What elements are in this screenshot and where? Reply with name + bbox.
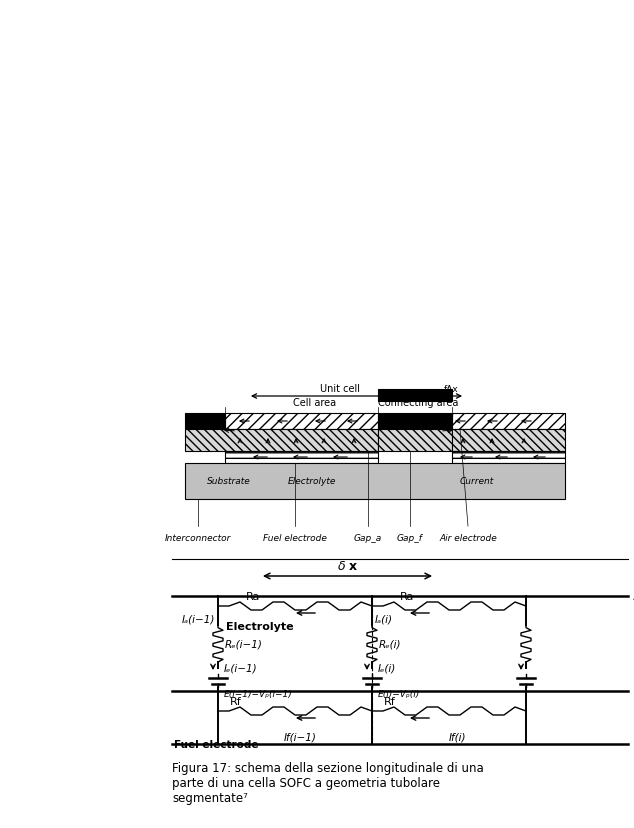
Text: Rₑ(i): Rₑ(i) — [379, 638, 401, 648]
Text: Gap_a: Gap_a — [354, 533, 382, 542]
Text: If(i): If(i) — [448, 732, 466, 742]
Bar — [225, 413, 378, 430]
Bar — [452, 413, 565, 430]
Bar — [185, 430, 378, 451]
Text: Iₑ(i−1): Iₑ(i−1) — [224, 663, 257, 673]
Bar — [378, 430, 452, 451]
Text: Connecting area: Connecting area — [378, 397, 458, 407]
Text: Fuel electrode: Fuel electrode — [263, 533, 327, 542]
Text: Ra: Ra — [246, 591, 261, 601]
Text: Current: Current — [460, 477, 494, 486]
Text: Gap_f: Gap_f — [397, 533, 423, 542]
Text: Fuel electrode: Fuel electrode — [174, 739, 259, 749]
Text: E(i−1)−Vₚ(i−1): E(i−1)−Vₚ(i−1) — [224, 689, 293, 698]
Text: Cell area: Cell area — [294, 397, 337, 407]
Bar — [452, 430, 565, 451]
Text: Electrolyte: Electrolyte — [226, 621, 294, 631]
Text: E(i)−Vₚ(i): E(i)−Vₚ(i) — [378, 689, 420, 698]
Text: $\delta$ x: $\delta$ x — [337, 560, 358, 572]
Bar — [378, 389, 452, 402]
Text: Figura 17: schema della sezione longitudinale di una
parte di una cella SOFC a g: Figura 17: schema della sezione longitud… — [172, 761, 484, 804]
Text: Electrolyte: Electrolyte — [287, 477, 335, 486]
Text: If(i−1): If(i−1) — [283, 732, 316, 742]
Text: Iₐ(i−1): Iₐ(i−1) — [181, 614, 215, 623]
Text: Rf: Rf — [384, 696, 396, 706]
Bar — [378, 413, 452, 430]
Text: Unit cell: Unit cell — [320, 383, 360, 393]
Text: Rf: Rf — [230, 696, 242, 706]
Bar — [225, 451, 378, 464]
Text: fΔx: fΔx — [444, 384, 458, 393]
Text: Iₑ(i): Iₑ(i) — [378, 663, 396, 673]
Bar — [452, 451, 565, 464]
Text: Interconnector: Interconnector — [165, 533, 231, 542]
Bar — [185, 413, 225, 430]
Text: Air electrode: Air electrode — [626, 591, 634, 601]
Text: Ra: Ra — [400, 591, 415, 601]
Text: Air electrode: Air electrode — [439, 533, 497, 542]
Text: Rₑ(i−1): Rₑ(i−1) — [225, 638, 263, 648]
Text: Iₐ(i): Iₐ(i) — [375, 614, 393, 623]
Bar — [185, 464, 565, 499]
Text: Substrate: Substrate — [207, 477, 251, 486]
